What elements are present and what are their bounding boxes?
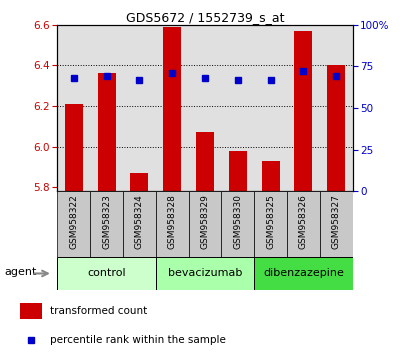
- Text: percentile rank within the sample: percentile rank within the sample: [49, 335, 225, 345]
- Bar: [326, 65, 344, 191]
- Bar: [196, 132, 213, 191]
- Text: GSM958326: GSM958326: [298, 194, 307, 249]
- Text: GSM958329: GSM958329: [200, 194, 209, 249]
- Bar: [20, 303, 42, 319]
- Bar: [319, 25, 352, 191]
- Bar: [254, 257, 352, 290]
- Text: GSM958325: GSM958325: [265, 194, 274, 249]
- Bar: [90, 25, 123, 191]
- Bar: [228, 150, 246, 191]
- Text: transformed count: transformed count: [49, 306, 146, 316]
- Bar: [286, 25, 319, 191]
- Text: agent: agent: [4, 267, 37, 277]
- Text: dibenzazepine: dibenzazepine: [262, 268, 343, 279]
- Text: GSM958323: GSM958323: [102, 194, 111, 249]
- Text: GSM958330: GSM958330: [233, 194, 242, 249]
- Bar: [57, 257, 155, 290]
- Bar: [254, 25, 286, 191]
- Bar: [57, 191, 90, 257]
- Text: GSM958322: GSM958322: [69, 194, 78, 249]
- Text: bevacizumab: bevacizumab: [167, 268, 242, 279]
- Bar: [155, 191, 188, 257]
- Bar: [97, 74, 115, 191]
- Bar: [90, 191, 123, 257]
- Bar: [163, 27, 181, 191]
- Text: GSM958327: GSM958327: [331, 194, 340, 249]
- Title: GDS5672 / 1552739_s_at: GDS5672 / 1552739_s_at: [126, 11, 283, 24]
- Text: control: control: [87, 268, 126, 279]
- Bar: [123, 191, 155, 257]
- Text: GSM958324: GSM958324: [135, 194, 144, 249]
- Bar: [254, 191, 286, 257]
- Bar: [294, 31, 312, 191]
- Text: GSM958328: GSM958328: [167, 194, 176, 249]
- Bar: [155, 257, 254, 290]
- Bar: [188, 25, 221, 191]
- Bar: [130, 173, 148, 191]
- Bar: [221, 25, 254, 191]
- Bar: [123, 25, 155, 191]
- Bar: [221, 191, 254, 257]
- Bar: [286, 191, 319, 257]
- Bar: [155, 25, 188, 191]
- Bar: [65, 104, 83, 191]
- Bar: [261, 161, 279, 191]
- Bar: [188, 191, 221, 257]
- Bar: [319, 191, 352, 257]
- Bar: [57, 25, 90, 191]
